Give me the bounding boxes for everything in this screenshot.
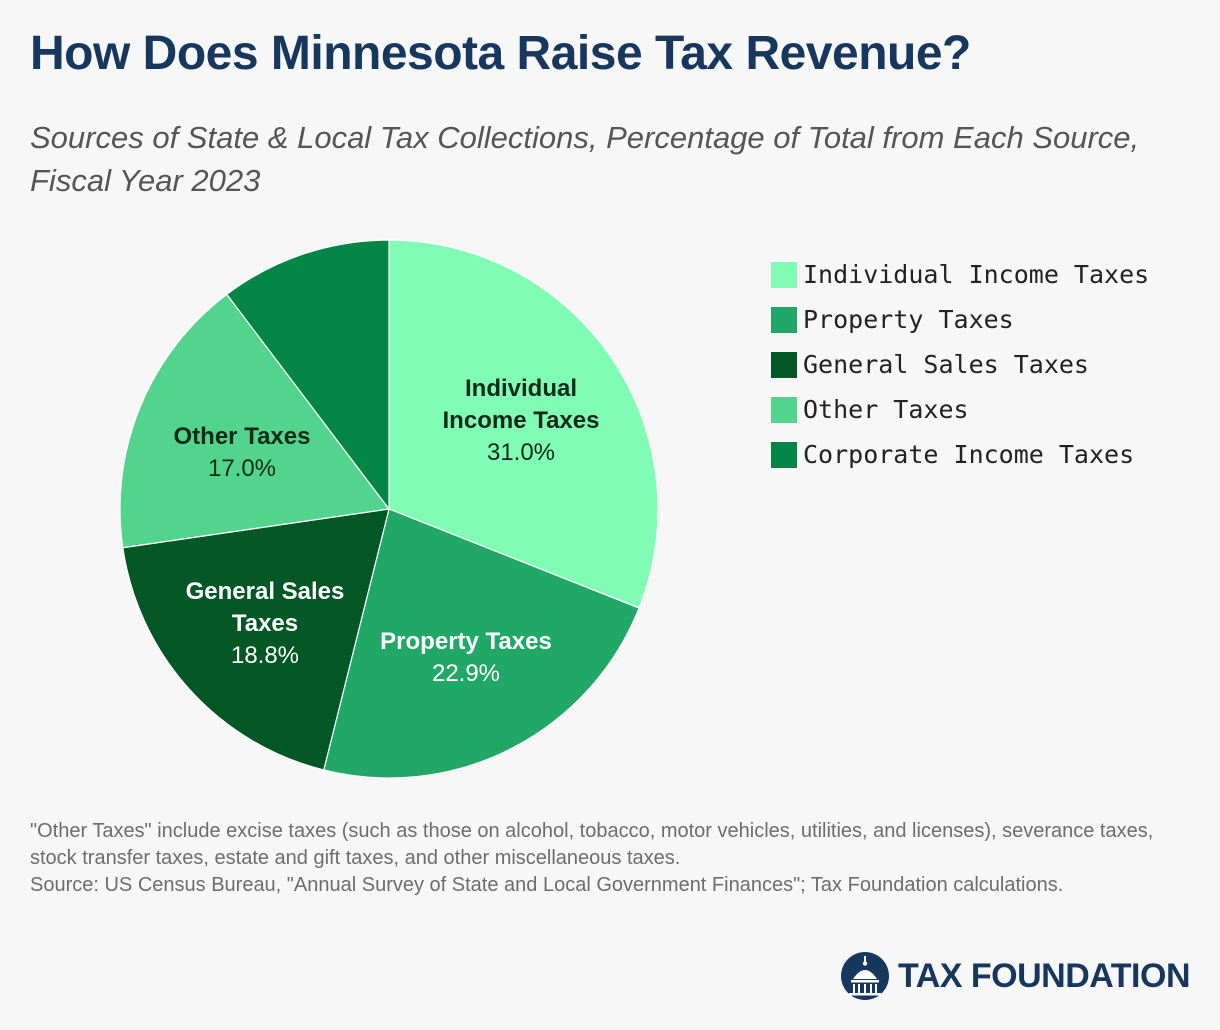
data-label-general-sales-taxes: 18.8% [231, 642, 299, 669]
footnote-source: Source: US Census Bureau, "Annual Survey… [30, 874, 1064, 896]
tax-foundation-logo: TAX FOUNDATION [840, 950, 1191, 1002]
pie-slice-corporate-income-taxes [225, 239, 390, 511]
legend-label: Individual Income Taxes [803, 260, 1150, 289]
legend-label: Property Taxes [803, 305, 1014, 334]
pie-slice-other-taxes [119, 293, 391, 549]
legend-swatch [771, 306, 797, 333]
legend-label: Other Taxes [803, 395, 969, 424]
footnote-other-taxes: "Other Taxes" include excise taxes (such… [30, 820, 1154, 869]
capitol-dome-icon [840, 952, 889, 1000]
slice-label-general-sales-taxes: Taxes [232, 610, 298, 637]
pie-slice-individual-income-taxes [388, 239, 659, 609]
chart-subtitle: Sources of State & Local Tax Collections… [30, 120, 1140, 198]
slice-label-general-sales-taxes: General Sales [186, 578, 345, 605]
slice-label-individual-income-taxes: Income Taxes [443, 407, 600, 434]
pie-slice-property-taxes [323, 508, 640, 779]
data-label-property-taxes: 22.9% [432, 660, 500, 687]
data-label-other-taxes: 17.0% [208, 455, 276, 482]
slice-label-property-taxes: Property Taxes [380, 628, 552, 655]
legend-item-individual-income: Individual Income Taxes [771, 252, 1149, 297]
slice-label-other-taxes: Other Taxes [174, 423, 311, 450]
footnote: "Other Taxes" include excise taxes (such… [30, 818, 1200, 899]
chart-title: How Does Minnesota Raise Tax Revenue? [30, 27, 971, 80]
data-label-individual-income-taxes: 31.0% [487, 439, 555, 466]
legend-swatch [771, 351, 797, 378]
legend-label: Corporate Income Taxes [803, 440, 1135, 469]
slice-label-individual-income-taxes: Individual [465, 375, 577, 402]
logo-text: TAX FOUNDATION [897, 956, 1191, 995]
legend-swatch [771, 441, 797, 468]
legend-swatch [771, 261, 797, 288]
legend-item-property: Property Taxes [771, 297, 1149, 342]
legend-item-general-sales: General Sales Taxes [771, 342, 1149, 387]
legend-item-other: Other Taxes [771, 387, 1149, 432]
legend-label: General Sales Taxes [803, 350, 1089, 379]
pie-slice-general-sales-taxes [122, 508, 390, 771]
legend-item-corporate-income: Corporate Income Taxes [771, 432, 1149, 477]
legend-swatch [771, 396, 797, 423]
legend: Individual Income Taxes Property Taxes G… [771, 252, 1149, 477]
